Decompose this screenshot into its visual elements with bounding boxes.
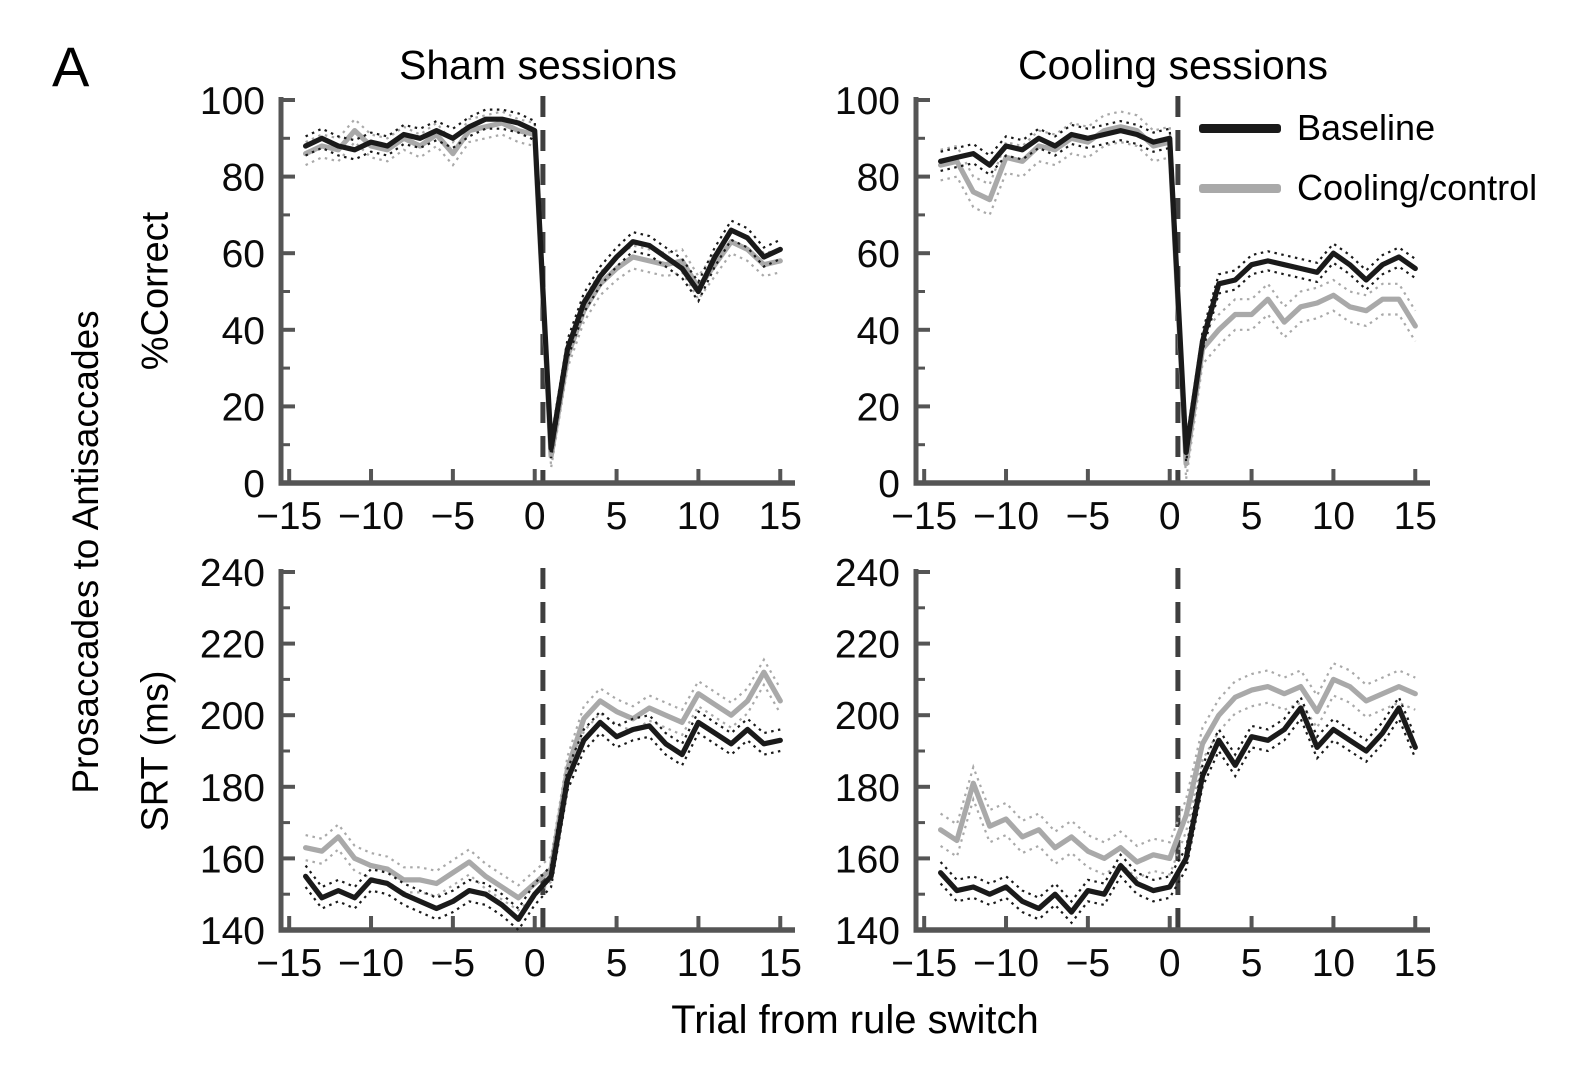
plot-title-cooling: Cooling sessions <box>1018 42 1328 88</box>
svg-text:5: 5 <box>1241 495 1263 538</box>
svg-text:80: 80 <box>857 157 900 200</box>
svg-text:20: 20 <box>857 386 900 429</box>
svg-text:60: 60 <box>857 233 900 276</box>
figure-y-axis-label: Prosaccades to Antisaccades <box>65 310 106 794</box>
svg-text:200: 200 <box>200 695 265 738</box>
cooling-line-swatch <box>1199 183 1281 193</box>
svg-text:−5: −5 <box>431 942 475 985</box>
svg-text:20: 20 <box>222 386 265 429</box>
svg-text:0: 0 <box>1159 942 1181 985</box>
svg-text:15: 15 <box>759 942 802 985</box>
sham-percent-correct-plot: 0 20 40 60 80 100 −15 −10 −5 0 5 10 15 <box>200 80 802 538</box>
svg-text:5: 5 <box>606 942 628 985</box>
svg-text:−10: −10 <box>338 942 404 985</box>
svg-text:180: 180 <box>200 767 265 810</box>
legend-label-cooling: Cooling/control <box>1297 167 1538 208</box>
svg-text:10: 10 <box>677 942 720 985</box>
svg-text:180: 180 <box>835 767 900 810</box>
svg-text:160: 160 <box>200 838 265 881</box>
x-axis-label: Trial from rule switch <box>671 998 1039 1042</box>
legend: Baseline Cooling/control <box>1199 103 1537 223</box>
svg-text:−5: −5 <box>431 495 475 538</box>
svg-text:15: 15 <box>1394 942 1437 985</box>
svg-text:−15: −15 <box>891 495 957 538</box>
svg-text:15: 15 <box>759 495 802 538</box>
svg-text:140: 140 <box>200 910 265 953</box>
svg-text:0: 0 <box>1159 495 1181 538</box>
svg-text:10: 10 <box>1312 495 1355 538</box>
svg-text:0: 0 <box>878 463 900 506</box>
svg-text:−10: −10 <box>338 495 404 538</box>
plot-title-sham: Sham sessions <box>398 42 677 88</box>
legend-item-baseline: Baseline <box>1199 103 1537 153</box>
svg-text:5: 5 <box>1241 942 1263 985</box>
svg-text:240: 240 <box>200 552 265 595</box>
svg-text:140: 140 <box>835 910 900 953</box>
svg-text:−10: −10 <box>973 942 1039 985</box>
svg-text:220: 220 <box>835 624 900 667</box>
svg-text:0: 0 <box>243 463 265 506</box>
svg-text:10: 10 <box>1312 942 1355 985</box>
svg-text:100: 100 <box>835 80 900 123</box>
svg-text:−15: −15 <box>891 942 957 985</box>
cooling-srt-plot: 140 160 180 200 220 240 −15 −10 −5 0 5 10 15 <box>835 552 1437 985</box>
svg-text:220: 220 <box>200 624 265 667</box>
panel-label: A <box>52 35 90 98</box>
svg-text:80: 80 <box>222 157 265 200</box>
svg-text:−5: −5 <box>1066 495 1110 538</box>
svg-text:240: 240 <box>835 552 900 595</box>
svg-text:15: 15 <box>1394 495 1437 538</box>
svg-text:−15: −15 <box>256 495 322 538</box>
sham-srt-plot: 140 160 180 200 220 240 −15 −10 −5 0 5 10 15 <box>200 552 802 985</box>
legend-label-baseline: Baseline <box>1297 107 1436 148</box>
svg-text:100: 100 <box>200 80 265 123</box>
svg-text:0: 0 <box>524 942 546 985</box>
cooling-percent-correct-plot: 0 20 40 60 80 100 −15 −10 −5 0 5 10 15 <box>835 80 1437 538</box>
svg-text:40: 40 <box>222 310 265 353</box>
svg-text:10: 10 <box>677 495 720 538</box>
svg-text:160: 160 <box>835 838 900 881</box>
svg-text:200: 200 <box>835 695 900 738</box>
svg-text:−10: −10 <box>973 495 1039 538</box>
svg-text:0: 0 <box>524 495 546 538</box>
svg-text:−5: −5 <box>1066 942 1110 985</box>
legend-item-cooling: Cooling/control <box>1199 163 1537 213</box>
svg-text:40: 40 <box>857 310 900 353</box>
svg-text:−15: −15 <box>256 942 322 985</box>
baseline-line-swatch <box>1199 123 1281 133</box>
svg-text:5: 5 <box>606 495 628 538</box>
svg-text:60: 60 <box>222 233 265 276</box>
